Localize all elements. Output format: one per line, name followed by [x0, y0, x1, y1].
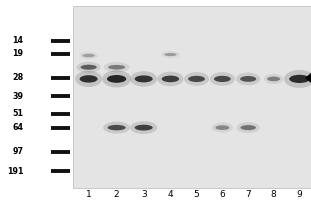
- Text: 14: 14: [12, 36, 23, 45]
- Ellipse shape: [236, 122, 260, 133]
- Ellipse shape: [214, 76, 231, 82]
- Ellipse shape: [284, 70, 311, 88]
- Ellipse shape: [267, 77, 280, 81]
- Ellipse shape: [77, 62, 101, 73]
- Text: 6: 6: [220, 190, 225, 199]
- Ellipse shape: [236, 72, 260, 85]
- Text: 1: 1: [86, 190, 91, 199]
- Text: 64: 64: [12, 123, 23, 132]
- Bar: [73, 6, 311, 188]
- Ellipse shape: [212, 122, 233, 133]
- Text: 39: 39: [12, 92, 23, 101]
- Ellipse shape: [161, 51, 180, 58]
- Ellipse shape: [103, 122, 130, 134]
- Ellipse shape: [289, 75, 310, 83]
- Ellipse shape: [108, 65, 125, 70]
- Text: 28: 28: [12, 73, 23, 82]
- Ellipse shape: [102, 70, 131, 87]
- Text: 5: 5: [194, 190, 199, 199]
- Ellipse shape: [82, 54, 95, 57]
- Ellipse shape: [215, 125, 229, 130]
- Ellipse shape: [107, 75, 126, 83]
- Ellipse shape: [75, 71, 102, 87]
- Ellipse shape: [130, 71, 157, 87]
- Polygon shape: [305, 66, 311, 90]
- Ellipse shape: [162, 76, 179, 82]
- Text: 9: 9: [297, 190, 302, 199]
- Ellipse shape: [135, 75, 153, 82]
- Ellipse shape: [184, 72, 209, 86]
- Ellipse shape: [240, 76, 256, 82]
- Ellipse shape: [108, 125, 126, 130]
- Ellipse shape: [130, 121, 157, 134]
- Text: 7: 7: [245, 190, 251, 199]
- Ellipse shape: [80, 75, 98, 83]
- Text: 191: 191: [7, 167, 23, 176]
- Ellipse shape: [104, 62, 129, 72]
- Text: 19: 19: [12, 49, 23, 58]
- Text: 2: 2: [114, 190, 119, 199]
- Text: 51: 51: [12, 109, 23, 118]
- Ellipse shape: [264, 74, 283, 84]
- Ellipse shape: [135, 125, 153, 131]
- Ellipse shape: [164, 53, 177, 56]
- Text: 97: 97: [12, 147, 23, 156]
- Ellipse shape: [157, 72, 183, 86]
- Ellipse shape: [210, 72, 235, 86]
- Text: 3: 3: [141, 190, 146, 199]
- Text: 4: 4: [168, 190, 173, 199]
- Text: 8: 8: [271, 190, 276, 199]
- Ellipse shape: [240, 125, 256, 130]
- Ellipse shape: [79, 52, 98, 59]
- Ellipse shape: [188, 76, 205, 82]
- Ellipse shape: [81, 65, 97, 70]
